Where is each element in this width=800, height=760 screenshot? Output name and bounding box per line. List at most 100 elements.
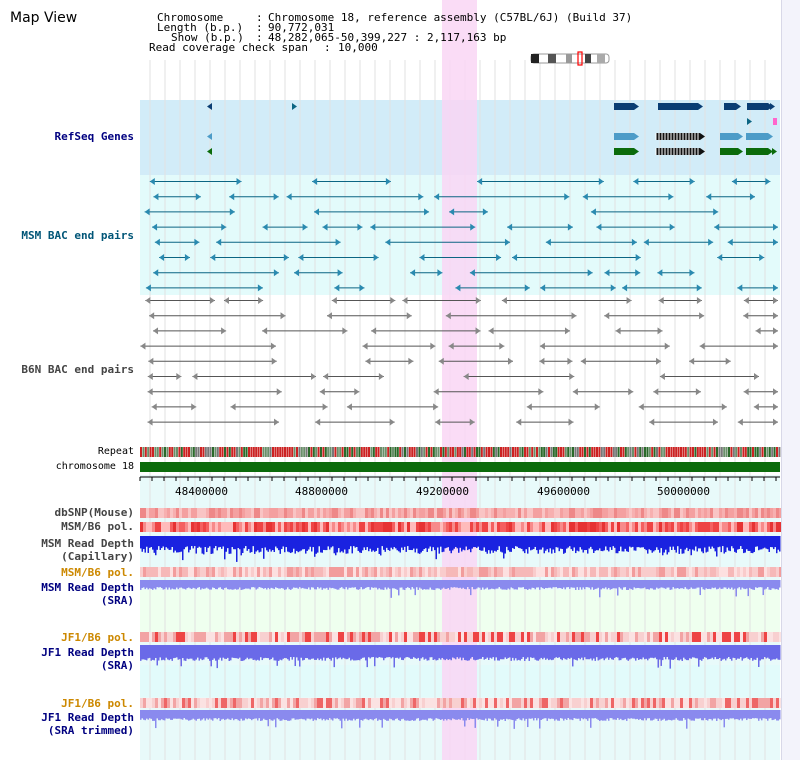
repeat-mark [682, 447, 685, 457]
read-depth-bar [204, 710, 206, 721]
heat-cell [674, 508, 677, 518]
heat-cell [248, 698, 251, 708]
read-depth-bar [704, 710, 706, 719]
repeat-mark [692, 447, 694, 457]
heat-cell [707, 632, 710, 642]
read-depth-bar [170, 536, 172, 550]
heat-cell [182, 508, 185, 518]
read-depth-bar [627, 645, 629, 661]
read-depth-bar [212, 580, 214, 588]
heat-cell [524, 508, 527, 518]
feature-arrow [643, 238, 649, 246]
heat-cell [518, 698, 521, 708]
read-depth-bar [351, 710, 353, 721]
read-depth-bar [459, 580, 461, 588]
feature-arrow [753, 403, 759, 411]
heat-cell [170, 632, 173, 642]
track-label-msm-b6-pol-sra[interactable]: MSM/B6 pol. [61, 566, 134, 579]
read-depth-bar [741, 536, 743, 549]
read-depth-bar [219, 710, 221, 721]
heat-cell [314, 698, 317, 708]
heat-cell [392, 632, 395, 642]
read-depth-bar [152, 645, 154, 660]
heat-cell [533, 632, 536, 642]
heat-cell [572, 522, 575, 532]
heat-cell [626, 698, 629, 708]
read-depth-bar [474, 536, 476, 548]
repeat-mark [315, 447, 318, 457]
track-label-refseq[interactable]: RefSeq Genes [54, 130, 134, 143]
track-label-jf1-b6-pol[interactable]: JF1/B6 pol. [61, 631, 134, 644]
heat-cell [692, 632, 695, 642]
heat-cell [602, 698, 605, 708]
heat-cell [206, 508, 209, 518]
read-depth-bar [648, 536, 650, 550]
read-depth-bar [275, 536, 277, 547]
read-depth-bar [209, 580, 211, 590]
heat-cell [536, 522, 539, 532]
track-label-msm-b6-pol[interactable]: MSM/B6 pol. [61, 520, 134, 533]
read-depth-bar [311, 580, 313, 588]
heat-cell [461, 632, 464, 642]
read-depth-bar [599, 710, 601, 721]
read-depth-bar [318, 645, 320, 661]
heat-cell [164, 567, 167, 577]
heat-cell [656, 522, 659, 532]
read-depth-bar [662, 536, 664, 556]
read-depth-bar [434, 710, 436, 720]
read-depth-bar [335, 710, 337, 719]
read-depth-bar [696, 645, 698, 659]
heat-cell [482, 698, 485, 708]
read-depth-bar [441, 536, 443, 553]
heat-cell [704, 567, 707, 577]
read-depth-bar [362, 580, 364, 590]
feature-arrow [604, 312, 610, 320]
heat-cell [743, 632, 746, 642]
heat-cell [755, 698, 758, 708]
track-label-msm-depth-sra-1[interactable]: MSM Read Depth [41, 581, 134, 594]
track-label-dbsnp[interactable]: dbSNP(Mouse) [54, 506, 134, 519]
track-label-jf1-b6-pol-trimmed[interactable]: JF1/B6 pol. [61, 697, 134, 710]
track-label-jf1-depth-sra-1[interactable]: JF1 Read Depth [41, 646, 134, 659]
read-depth-bar [747, 645, 749, 659]
track-label-b6n-bac[interactable]: B6N BAC end pairs [21, 363, 134, 376]
read-depth-bar [306, 710, 308, 719]
track-label-repeat[interactable]: Repeat [97, 446, 134, 457]
read-depth-bar [290, 645, 292, 658]
vertical-scrollbar[interactable] [781, 0, 800, 760]
repeat-mark [377, 447, 380, 457]
read-depth-bar [152, 580, 154, 590]
heat-cell [269, 508, 272, 518]
heat-cell [377, 522, 380, 532]
read-depth-bar [717, 580, 719, 589]
heat-cell [323, 522, 326, 532]
read-depth-bar [207, 580, 209, 589]
read-depth-bar [485, 536, 487, 552]
read-depth-bar [338, 645, 340, 659]
read-depth-bar [360, 580, 362, 588]
read-depth-bar [657, 645, 659, 668]
heat-cell [497, 522, 500, 532]
heat-cell [257, 522, 260, 532]
read-depth-bar [162, 645, 164, 660]
heat-cell [635, 632, 638, 642]
read-depth-bar [483, 710, 485, 721]
read-depth-bar [279, 645, 281, 660]
heat-cell [509, 698, 512, 708]
heat-cell [443, 632, 446, 642]
track-label-jf1-depth-tr-1[interactable]: JF1 Read Depth [41, 711, 134, 724]
track-label-msm-depth-cap-1[interactable]: MSM Read Depth [41, 537, 134, 550]
read-depth-bar [510, 536, 512, 552]
read-depth-bar [494, 645, 496, 661]
heat-cell [170, 567, 173, 577]
track-label-msm-bac[interactable]: MSM BAC end pairs [21, 229, 134, 242]
heat-cell [596, 567, 599, 577]
track-label-chromosome[interactable]: chromosome 18 [55, 461, 134, 472]
heat-cell [308, 522, 311, 532]
repeat-mark [334, 447, 337, 457]
read-depth-bar [186, 536, 188, 547]
heat-cell [239, 522, 242, 532]
show-value: 48,282,065-50,399,227 : 2,117,163 bp [268, 31, 507, 44]
heat-cell [731, 508, 734, 518]
